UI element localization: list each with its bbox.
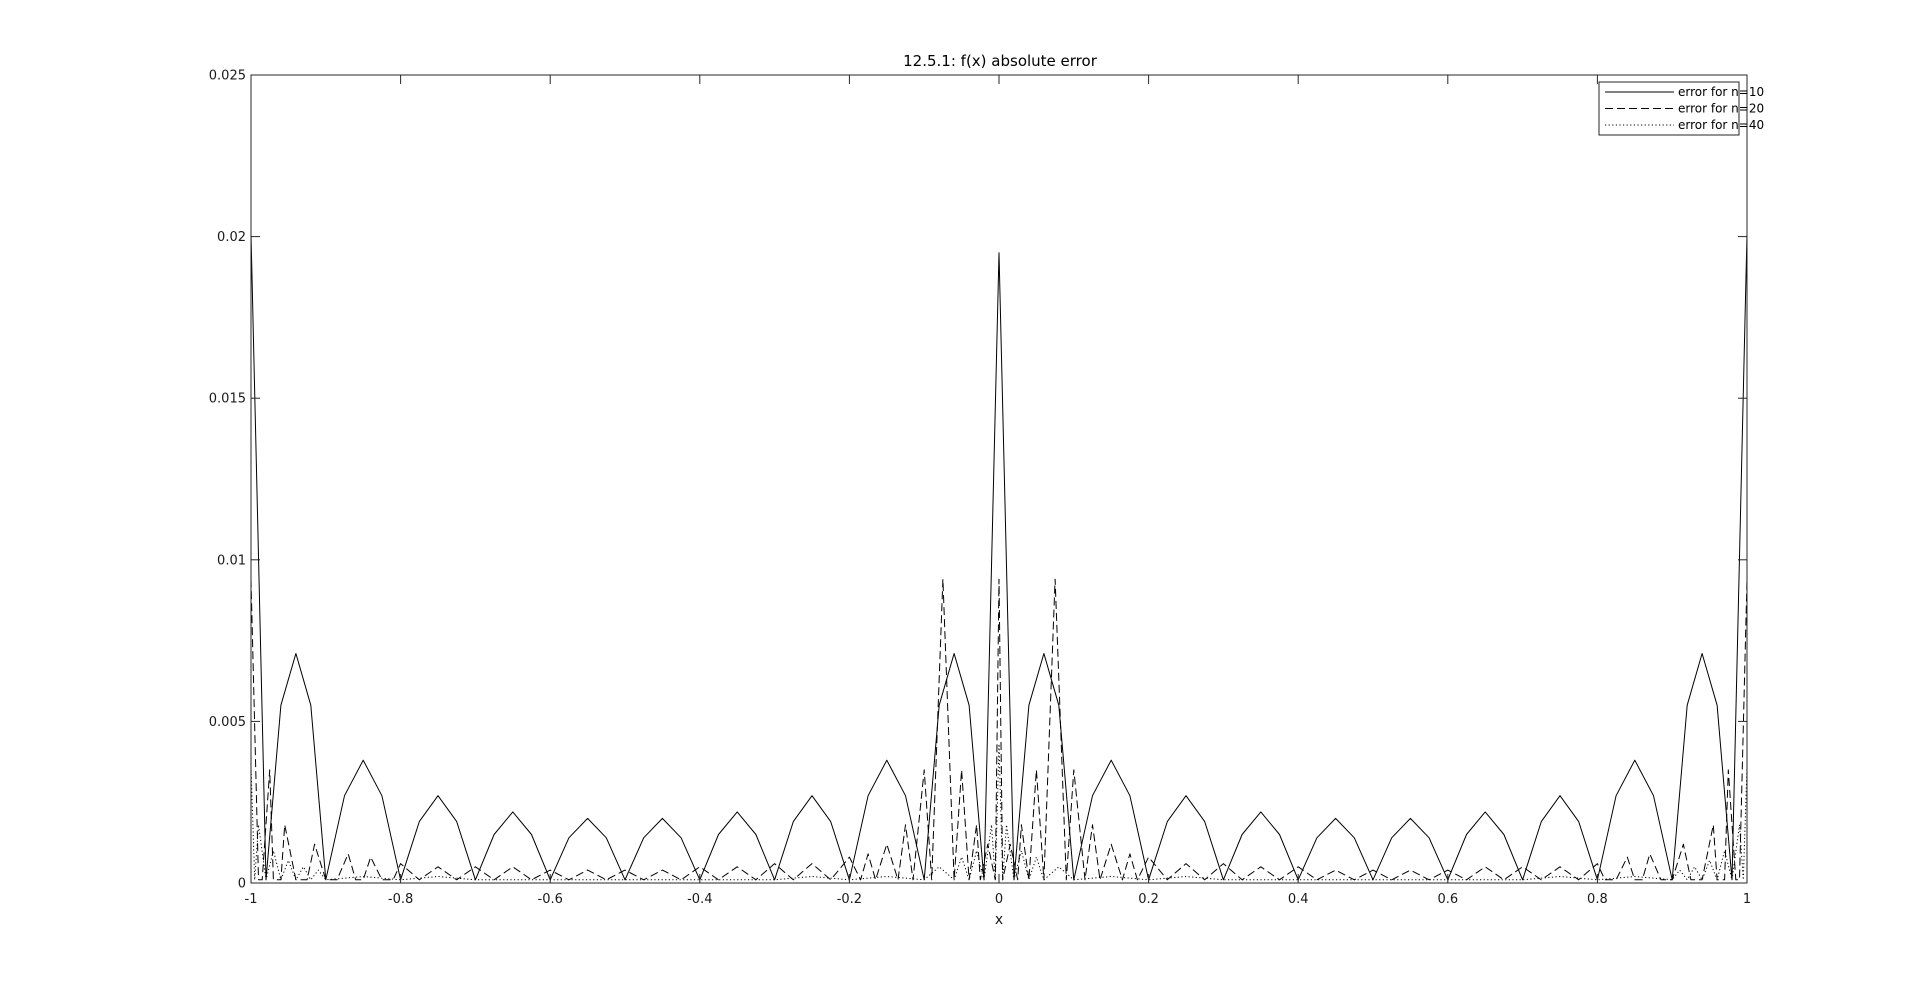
legend-label: error for n=40	[1678, 118, 1764, 132]
x-tick-label: -0.8	[388, 892, 413, 907]
y-tick-label: 0	[238, 877, 246, 892]
y-tick-label: 0.005	[209, 715, 246, 730]
legend-label: error for n=10	[1678, 85, 1764, 99]
series-line-solid	[250, 233, 1748, 881]
x-tick-label: 0.4	[1288, 892, 1309, 907]
legend-label: error for n=20	[1678, 102, 1764, 116]
x-tick-label: 0.2	[1138, 892, 1159, 907]
tick-marks	[250, 74, 1748, 884]
y-tick-label: 0.025	[209, 69, 246, 84]
x-tick-label: -0.6	[538, 892, 563, 907]
y-tick-label: 0.02	[217, 230, 246, 245]
x-tick-label: -0.4	[687, 892, 712, 907]
x-tick-label: 0	[995, 892, 1003, 907]
legend: error for n=10 error for n=20 error for n=…	[1598, 81, 1764, 136]
x-tick-label: -1	[245, 892, 258, 907]
x-tick-label: 0.8	[1587, 892, 1608, 907]
chart-title: 12.5.1: f(x) absolute error	[903, 52, 1098, 70]
x-tick-label: -0.2	[837, 892, 862, 907]
x-tick-label: 1	[1743, 892, 1751, 907]
y-axis-tick-labels: 0 0.005 0.01 0.015 0.02 0.025	[209, 69, 246, 892]
series-line-dashed	[250, 578, 1748, 881]
series-layer	[250, 233, 1748, 881]
x-tick-label: 0.6	[1437, 892, 1458, 907]
x-axis-label: x	[995, 912, 1003, 928]
series-line-dotted	[250, 743, 1748, 881]
y-tick-label: 0.01	[217, 553, 246, 568]
x-axis-tick-labels: -1 -0.8 -0.6 -0.4 -0.2 0 0.2 0.4 0.6 0.8 1	[245, 892, 1752, 907]
y-tick-label: 0.015	[209, 392, 246, 407]
legend-entries: error for n=10 error for n=20 error for n=…	[1605, 85, 1764, 132]
